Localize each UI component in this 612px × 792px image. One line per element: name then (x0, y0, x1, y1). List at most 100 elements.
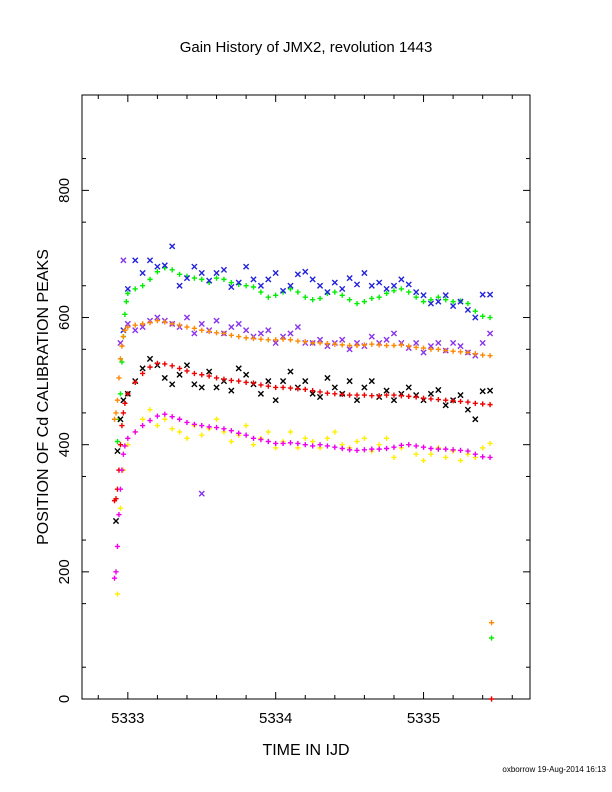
data-point (457, 457, 464, 464)
data-point (124, 285, 131, 293)
data-point (361, 435, 368, 441)
data-point (317, 340, 323, 346)
data-point (347, 342, 353, 349)
data-point (443, 397, 449, 403)
data-point (480, 313, 486, 319)
data-point (117, 416, 124, 423)
data-point (125, 435, 131, 441)
data-point (398, 342, 404, 348)
series-1 (120, 243, 494, 334)
data-point (154, 314, 161, 321)
data-point (427, 300, 435, 307)
data-point (347, 392, 353, 398)
data-point (243, 423, 249, 429)
data-point (169, 267, 175, 273)
data-point (420, 349, 427, 356)
x-tick-label: 5335 (407, 710, 440, 727)
data-point (243, 263, 250, 270)
data-point (354, 447, 360, 454)
data-point (140, 416, 146, 422)
data-point (265, 438, 271, 445)
data-point (435, 339, 442, 347)
data-point (243, 379, 249, 385)
data-point (488, 620, 495, 626)
data-point (119, 467, 125, 473)
data-point (122, 443, 128, 449)
data-point (114, 543, 121, 550)
data-point (147, 407, 153, 413)
data-point (272, 397, 279, 404)
data-point (368, 282, 375, 289)
y-axis-label: POSITION OF Cd CALIBRATION PEAKS (35, 249, 52, 545)
data-point (427, 343, 435, 350)
data-point (122, 327, 128, 333)
data-point (457, 343, 464, 350)
data-point (369, 393, 375, 399)
data-point (132, 327, 139, 334)
data-point (169, 426, 175, 432)
data-point (228, 279, 234, 286)
data-point (309, 390, 316, 397)
data-point (228, 377, 234, 384)
data-point (147, 364, 153, 370)
data-point (258, 336, 264, 342)
data-point (213, 424, 220, 431)
data-point (140, 283, 146, 289)
data-point (391, 444, 397, 450)
data-point (250, 380, 257, 386)
data-point (310, 438, 316, 445)
data-point (316, 336, 324, 343)
data-point (221, 276, 227, 282)
data-point (154, 269, 161, 275)
data-point (406, 442, 412, 448)
data-point (257, 282, 264, 289)
data-point (140, 423, 146, 429)
data-point (279, 287, 287, 294)
data-point (302, 442, 308, 448)
data-point (228, 332, 234, 338)
data-point (465, 349, 471, 356)
data-point (295, 289, 301, 295)
data-point (147, 417, 153, 424)
data-point (206, 277, 213, 284)
data-point (183, 275, 191, 282)
data-point (354, 392, 360, 398)
plot-frame (81, 94, 531, 700)
data-point (265, 383, 271, 389)
data-point (287, 368, 294, 375)
data-point (376, 446, 382, 452)
data-point (257, 330, 264, 337)
data-point (309, 276, 316, 283)
data-point (347, 447, 353, 453)
data-point (154, 263, 161, 270)
data-point (112, 517, 120, 525)
data-point (442, 292, 449, 299)
data-point (406, 343, 412, 349)
data-point (250, 284, 257, 290)
data-point (479, 339, 486, 347)
data-point (132, 429, 138, 435)
data-point (428, 451, 434, 457)
data-point (146, 257, 154, 264)
data-point (116, 512, 122, 518)
data-point (154, 318, 161, 324)
data-point (258, 436, 264, 443)
data-point (457, 349, 464, 355)
data-point (257, 390, 264, 397)
data-point (317, 389, 323, 395)
data-point (480, 445, 486, 451)
data-point (339, 445, 345, 452)
data-point (213, 416, 220, 422)
data-point (139, 323, 146, 331)
data-point (199, 276, 205, 282)
data-point (287, 286, 294, 292)
data-point (265, 327, 272, 334)
data-point (383, 392, 390, 398)
data-point (114, 447, 121, 455)
data-point (413, 294, 419, 300)
data-point (479, 291, 486, 298)
data-point (406, 289, 412, 295)
data-point (176, 282, 183, 289)
data-point (376, 393, 382, 399)
